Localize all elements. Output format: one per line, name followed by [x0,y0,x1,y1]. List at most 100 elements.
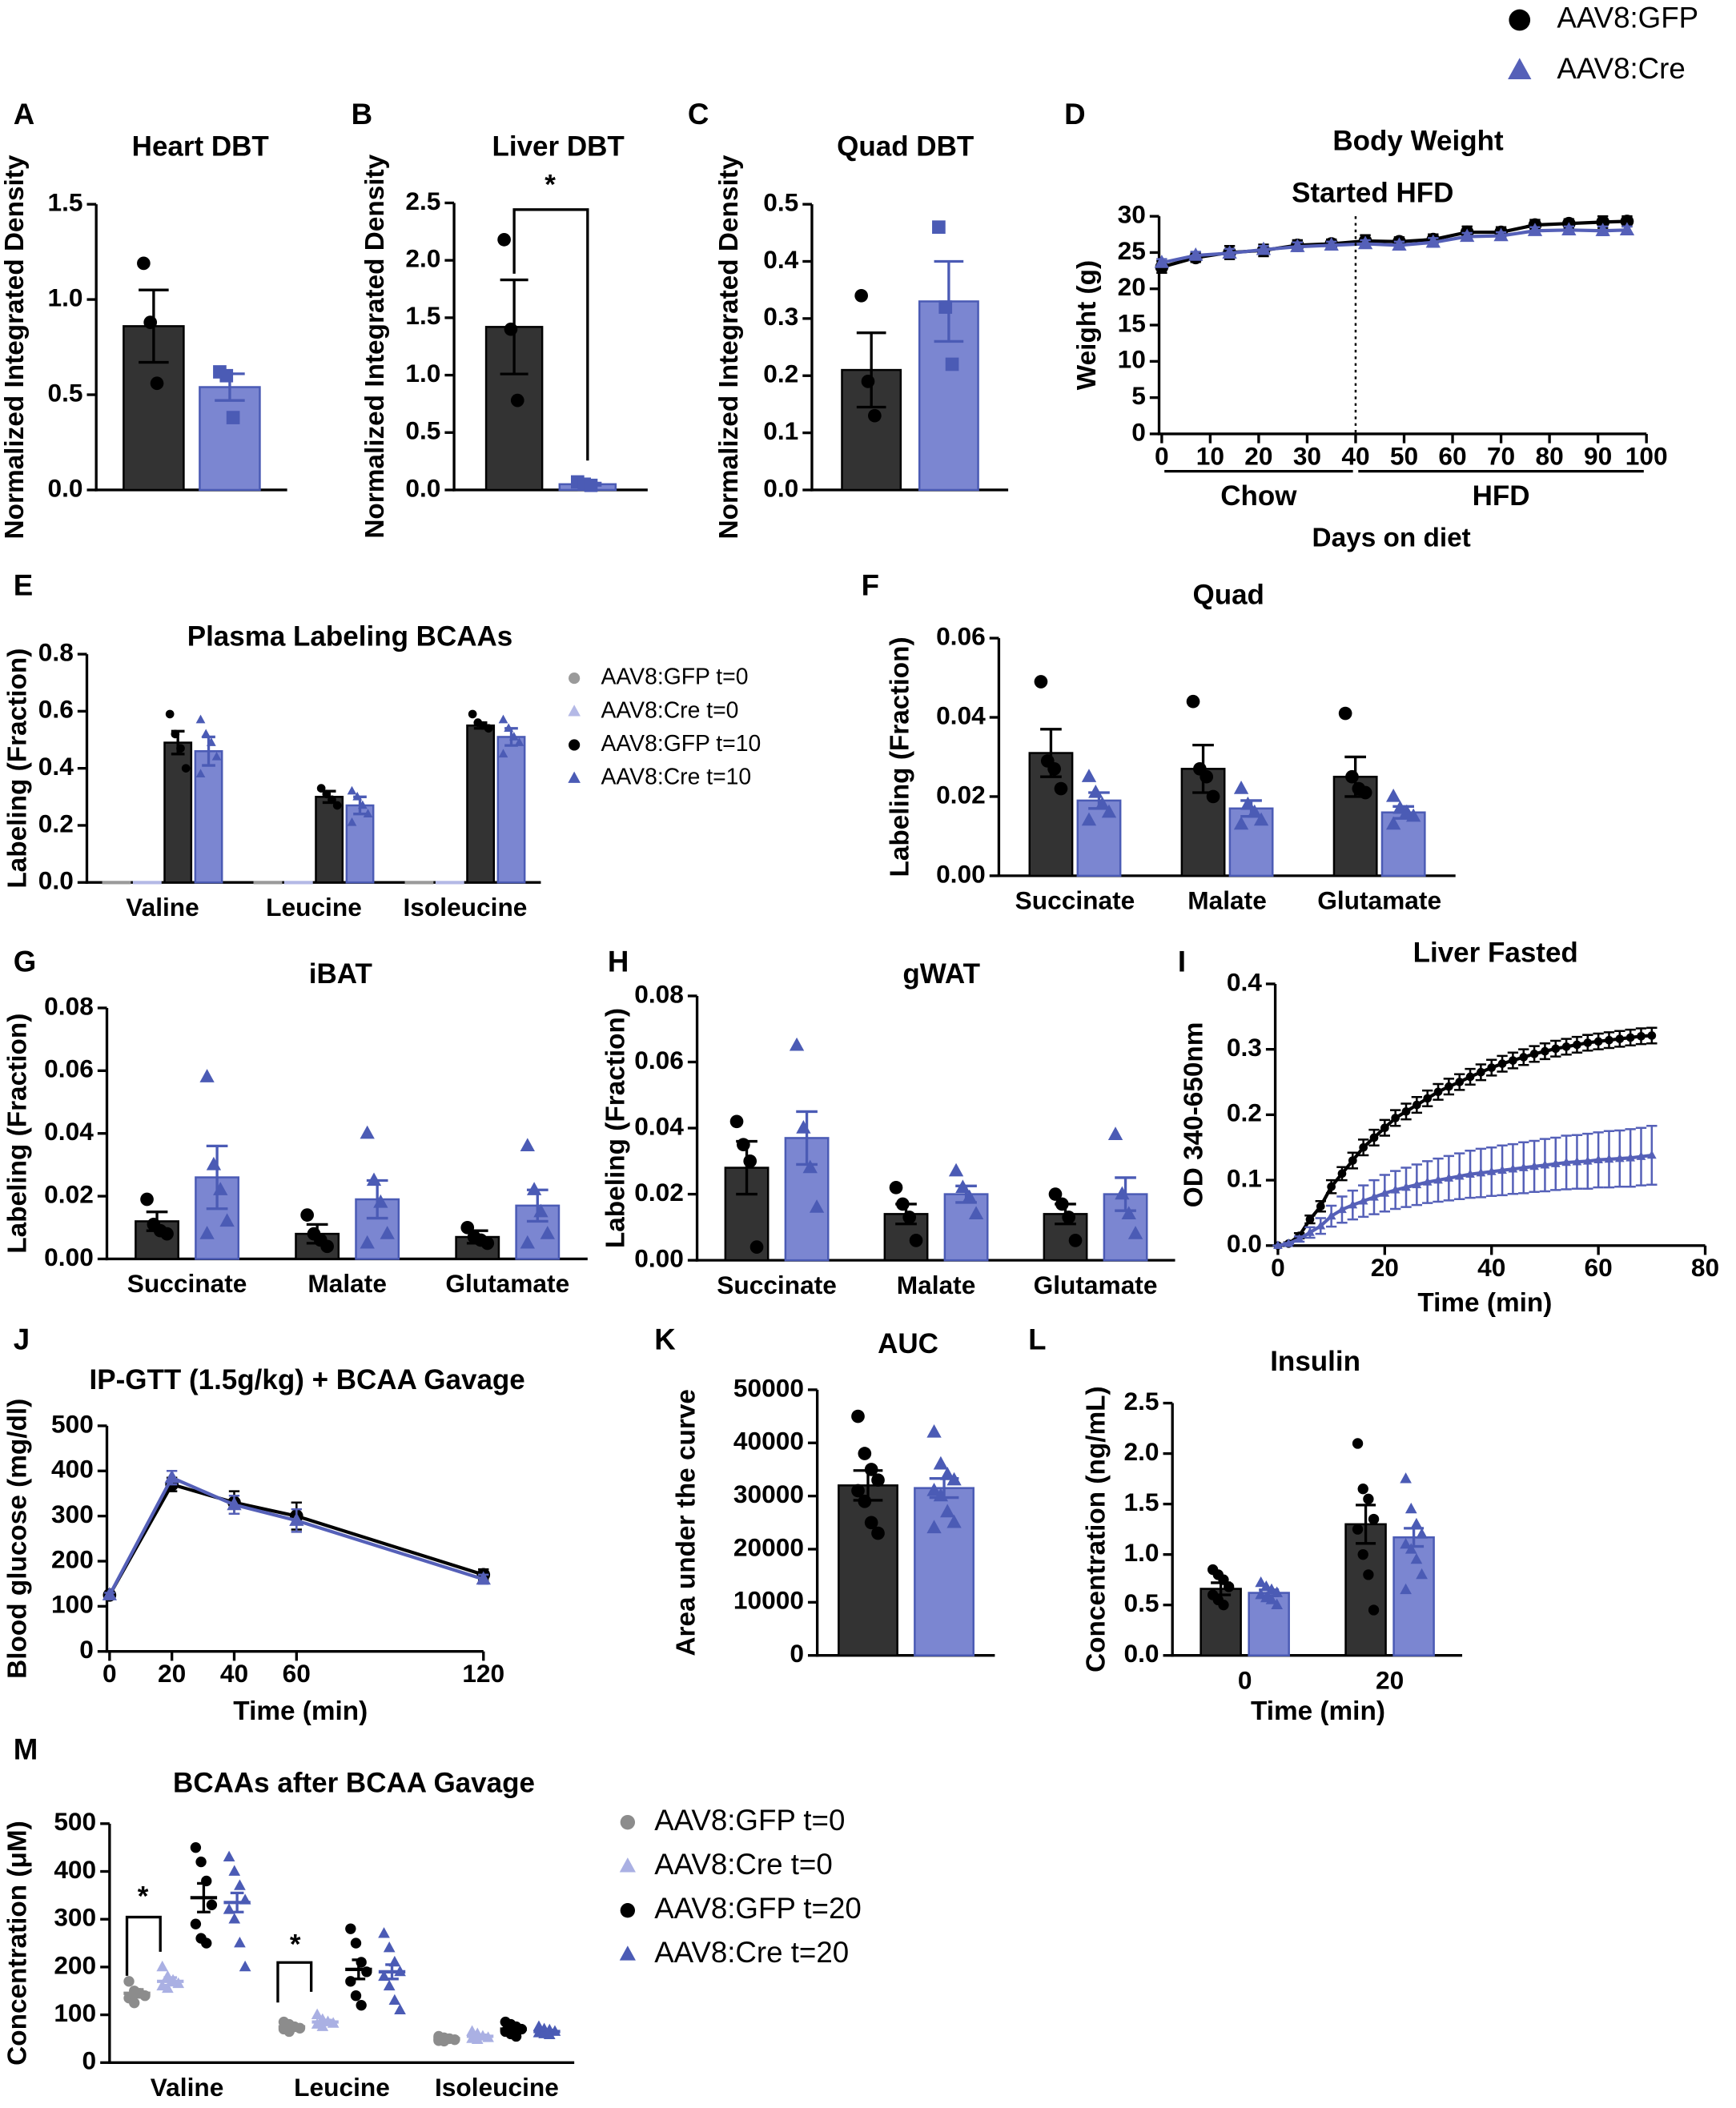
data-point [164,1469,179,1484]
data-point [388,1994,401,2006]
data-point [206,1156,222,1170]
chart-title: BCAAs after BCAA Gavage [173,1768,535,1799]
data-point [1324,237,1339,251]
data-point [1127,1226,1143,1239]
data-point [156,1960,169,1972]
data-point [1055,1197,1069,1211]
chart-title: Liver Fasted [1413,938,1578,969]
data-point [190,1918,202,1929]
data-point [150,376,164,391]
data-point [498,714,508,724]
data-point [165,709,175,719]
error-bar [206,1144,228,1211]
data-point [195,1856,207,1868]
data-point [858,1447,872,1460]
data-point [137,256,151,271]
y-tick-label: 2.0 [405,244,440,273]
data-point [1400,1538,1412,1549]
data-point [300,1208,314,1222]
chart-title: IP-GTT (1.5g/kg) + BCAA Gavage [90,1364,525,1395]
data-point [316,784,326,793]
y-tick-label: 5 [1131,381,1146,410]
data-point [729,1114,744,1129]
x-tick-label: 40 [1477,1253,1505,1282]
category-label: Glutamate [445,1269,569,1298]
y-axis-label: Concentration (μM) [2,1821,32,2066]
data-point [352,791,363,801]
data-point [945,357,959,371]
significance-bracket [125,1915,162,1976]
data-point [1247,804,1262,818]
x-tick-label: 0 [1271,1253,1285,1282]
error-bar [440,2036,454,2042]
data-point [1529,1161,1539,1170]
data-point [316,2020,329,2031]
y-tick-label: 400 [51,1455,94,1484]
x-tick-label: 0 [102,1659,117,1688]
y-tick-label: 0.5 [1123,1588,1159,1617]
data-point [1519,1053,1529,1062]
data-point [497,233,511,247]
data-point [160,1227,174,1241]
data-point [357,800,368,809]
y-tick-label: 1.5 [1123,1488,1159,1516]
data-point [1454,1170,1465,1180]
data-point [896,1197,910,1211]
y-tick-label: 0.6 [38,695,74,724]
data-point [1316,1220,1326,1230]
data-point [1508,1163,1518,1173]
y-tick-label: 0.06 [936,621,986,650]
data-point [955,1179,970,1194]
bar [404,881,434,885]
y-tick-label: 10 [1118,345,1146,374]
data-point [201,729,211,738]
data-point [940,1504,955,1518]
data-point [1337,1204,1347,1214]
data-point [1460,228,1475,243]
y-tick-label: 25 [1118,236,1146,265]
legend-label: AAV8:GFP t=0 [601,665,748,690]
data-point [1385,816,1401,830]
error-bar [473,2034,487,2039]
data-point [1062,1211,1076,1224]
y-tick-label: 0.08 [634,979,684,1008]
data-point [864,1463,878,1476]
y-axis-label: Normalized Integrated Density [0,155,30,539]
x-tick-label: 20 [1371,1253,1399,1282]
y-axis-label: Concentration (ng/mL) [1082,1386,1111,1672]
data-point [1596,215,1610,229]
data-point [143,315,158,329]
data-point [1186,694,1200,709]
data-point [1445,1082,1453,1091]
data-point [933,1488,949,1502]
data-point [789,1037,805,1051]
panel-label: B [352,98,372,130]
data-point [380,1226,395,1239]
data-point [1605,1035,1613,1045]
y-tick-label: 2.5 [1123,1387,1159,1415]
data-point [1358,1195,1368,1205]
significance-label: * [545,170,556,201]
data-point [1305,1215,1315,1224]
x-axis-label: Time (min) [233,1696,368,1726]
bar [943,1193,989,1262]
series-line [108,1482,484,1596]
data-point [1646,1150,1657,1159]
y-tick-label: 500 [51,1409,94,1438]
category-label: Leucine [294,2073,390,2102]
legend-marker [1509,9,1531,31]
data-point [1368,1513,1380,1525]
data-point [1337,1169,1347,1178]
data-point [1047,761,1061,776]
y-tick-label: 0.5 [763,188,798,217]
data-point [1294,1234,1304,1243]
data-point [383,1979,396,1991]
y-tick-label: 0.4 [763,245,798,274]
data-point [1593,1037,1603,1046]
data-point [328,795,336,805]
data-point [1115,1186,1130,1200]
category-label: Isoleucine [404,893,528,921]
data-point [1327,1182,1336,1191]
data-point [350,1937,362,1949]
data-point [1385,788,1401,802]
